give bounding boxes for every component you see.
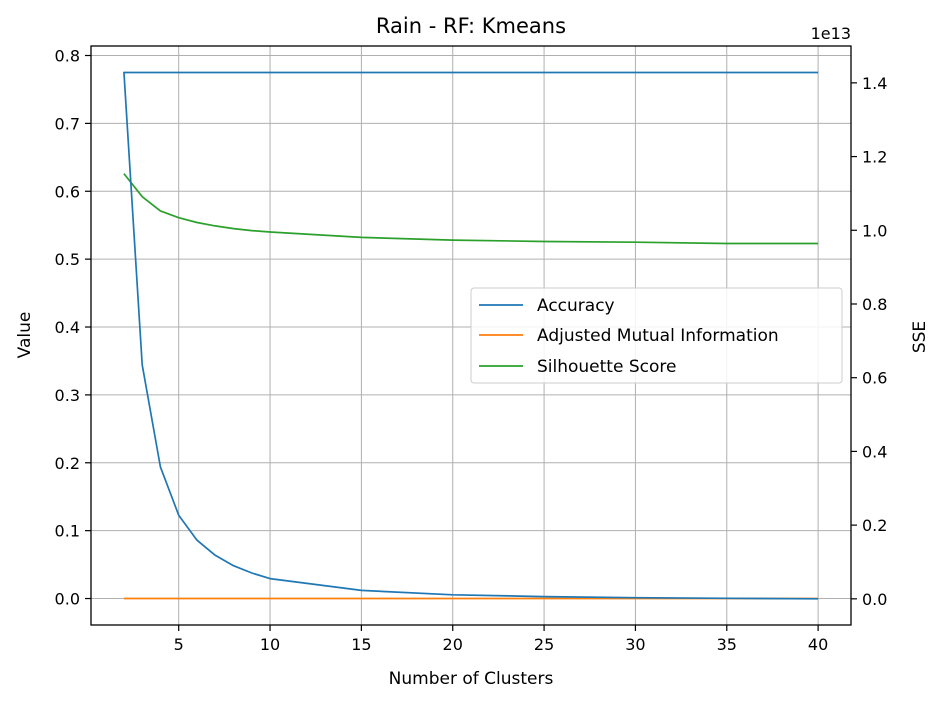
plot-lines [123,71,819,600]
y2-tick-label: 0.8 [862,295,887,314]
x-tick-label: 40 [808,635,828,654]
x-tick-label: 30 [625,635,645,654]
y2-axis-label: SSE [910,321,930,353]
series-silhouette-score [123,173,819,245]
y-tick-label: 0.8 [55,47,80,66]
y-tick-label: 0.0 [55,590,80,609]
y-tick-label: 0.6 [55,182,80,201]
y2-tick-label: 1.2 [862,148,887,167]
x-axis-ticks: 5 10 15 20 25 30 35 40 [174,625,828,654]
x-tick-label: 15 [351,635,371,654]
y-tick-label: 0.5 [55,250,80,269]
y-axis-label: Value [15,312,35,359]
y2-axis-ticks: 0.0 0.2 0.4 0.6 0.8 1.0 1.2 1.4 [851,74,887,609]
y2-tick-label: 0.2 [862,516,887,535]
x-tick-label: 25 [534,635,554,654]
x-tick-label: 5 [174,635,184,654]
y-tick-label: 0.2 [55,454,80,473]
y-tick-label: 0.4 [55,318,80,337]
y-tick-label: 0.1 [55,522,80,541]
plot-frame [90,45,852,626]
x-tick-label: 20 [443,635,463,654]
y2-tick-label: 0.4 [862,442,887,461]
x-tick-label: 35 [717,635,737,654]
y-tick-label: 0.7 [55,114,80,133]
chart-title: Rain - RF: Kmeans [376,14,566,38]
y2-tick-label: 1.0 [862,221,887,240]
series-sse [123,71,819,600]
legend-box [470,287,843,384]
x-tick-label: 10 [260,635,280,654]
y2-tick-label: 0.0 [862,590,887,609]
y-tick-label: 0.3 [55,386,80,405]
legend-label-accuracy: Accuracy [537,296,615,316]
y2-tick-label: 1.4 [862,74,887,93]
y2-tick-label: 0.6 [862,369,887,388]
y2-offset-text: 1e13 [811,24,851,43]
legend: Accuracy Adjusted Mutual Information Sil… [470,287,843,384]
legend-label-silhouette-score: Silhouette Score [537,357,676,377]
y-axis-ticks: 0.0 0.1 0.2 0.3 0.4 0.5 0.6 0.7 0.8 [55,47,91,609]
legend-label-adjusted-mutual-information: Adjusted Mutual Information [537,326,779,346]
x-axis-label: Number of Clusters [389,669,554,689]
